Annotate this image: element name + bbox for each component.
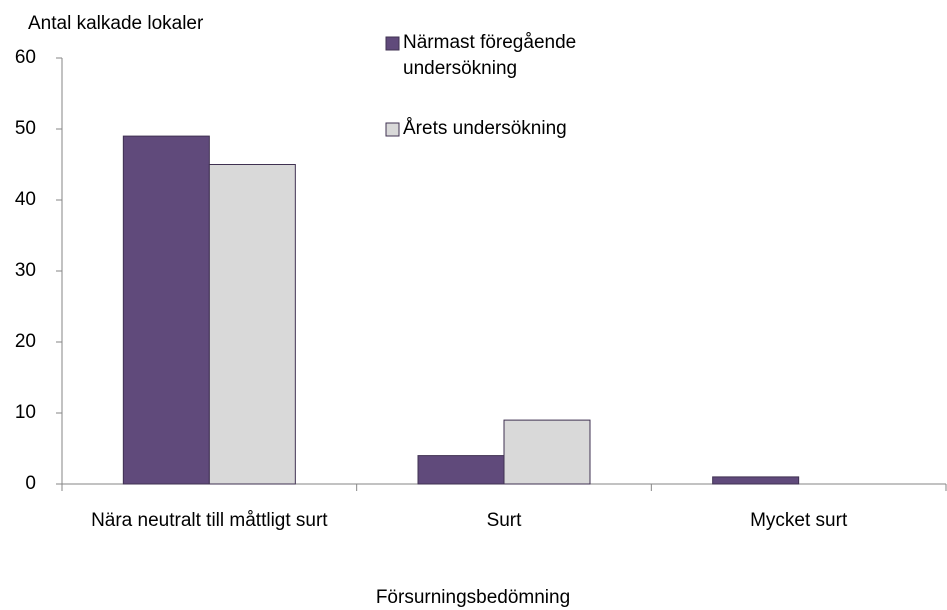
bar bbox=[417, 455, 505, 485]
legend-swatch bbox=[385, 36, 400, 51]
y-tick-label: 40 bbox=[15, 189, 36, 210]
y-tick-label: 20 bbox=[15, 331, 36, 352]
x-tick-label: Mycket surt bbox=[750, 510, 848, 531]
legend-swatch bbox=[385, 122, 400, 137]
y-tick-label: 50 bbox=[15, 118, 36, 139]
legend-label: Närmast föregående undersökning bbox=[403, 32, 577, 79]
y-tick-label: 60 bbox=[15, 47, 36, 68]
y-tick-label: 10 bbox=[15, 402, 36, 423]
bar bbox=[503, 419, 591, 485]
bar bbox=[712, 476, 800, 485]
x-tick-label: Surt bbox=[486, 510, 522, 531]
y-tick-label: 30 bbox=[15, 260, 36, 281]
y-axis-title: Antal kalkade lokaler bbox=[28, 13, 204, 34]
legend-label: Årets undersökning bbox=[403, 118, 567, 139]
bar bbox=[208, 164, 296, 485]
bar bbox=[122, 135, 210, 485]
y-tick-label: 0 bbox=[25, 473, 36, 494]
x-tick-label: Nära neutralt till måttligt surt bbox=[91, 510, 328, 531]
x-axis-title: Försurningsbedömning bbox=[376, 587, 570, 608]
